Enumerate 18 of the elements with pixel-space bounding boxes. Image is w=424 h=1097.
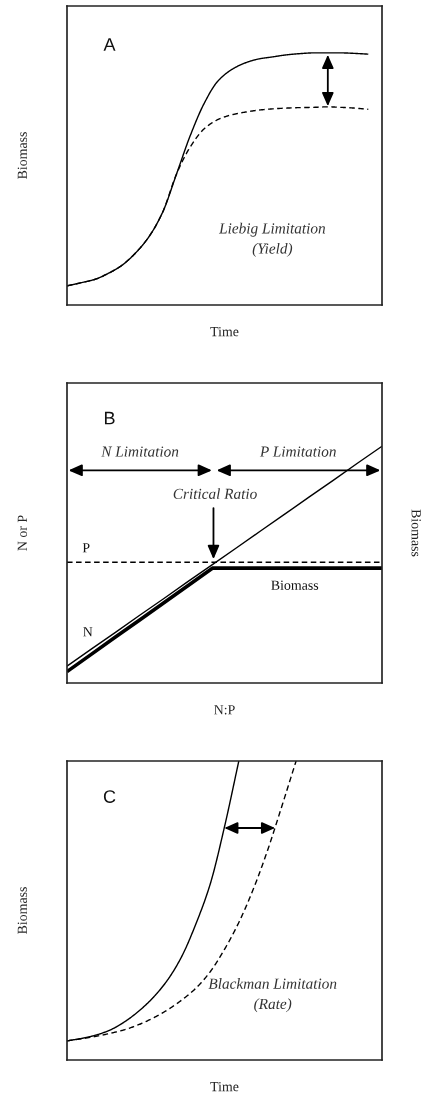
y-axis-title: Biomass — [17, 887, 28, 935]
series-label: P — [82, 543, 90, 553]
annotation: P Limitation — [259, 446, 336, 457]
series-label: N — [83, 627, 93, 637]
x-axis-title: N:P — [214, 705, 235, 715]
text: Biomass — [411, 509, 421, 557]
text: C — [103, 790, 116, 803]
annotation: Critical Ratio — [173, 488, 257, 500]
x-axis-title: Time — [210, 326, 239, 337]
annotation: N Limitation — [101, 446, 179, 457]
annotation: Blackman Limitation (Rate) — [208, 978, 337, 1013]
x-axis-title: Time — [210, 1081, 239, 1092]
y-axis-title: N or P — [17, 515, 28, 551]
series-label: Biomass — [271, 580, 319, 590]
y-axis-title: Biomass — [17, 132, 28, 180]
chart-title: A — [103, 38, 116, 51]
chart-title: B — [104, 411, 115, 425]
annotation: Liebig Limitation (Yield) — [218, 222, 326, 257]
